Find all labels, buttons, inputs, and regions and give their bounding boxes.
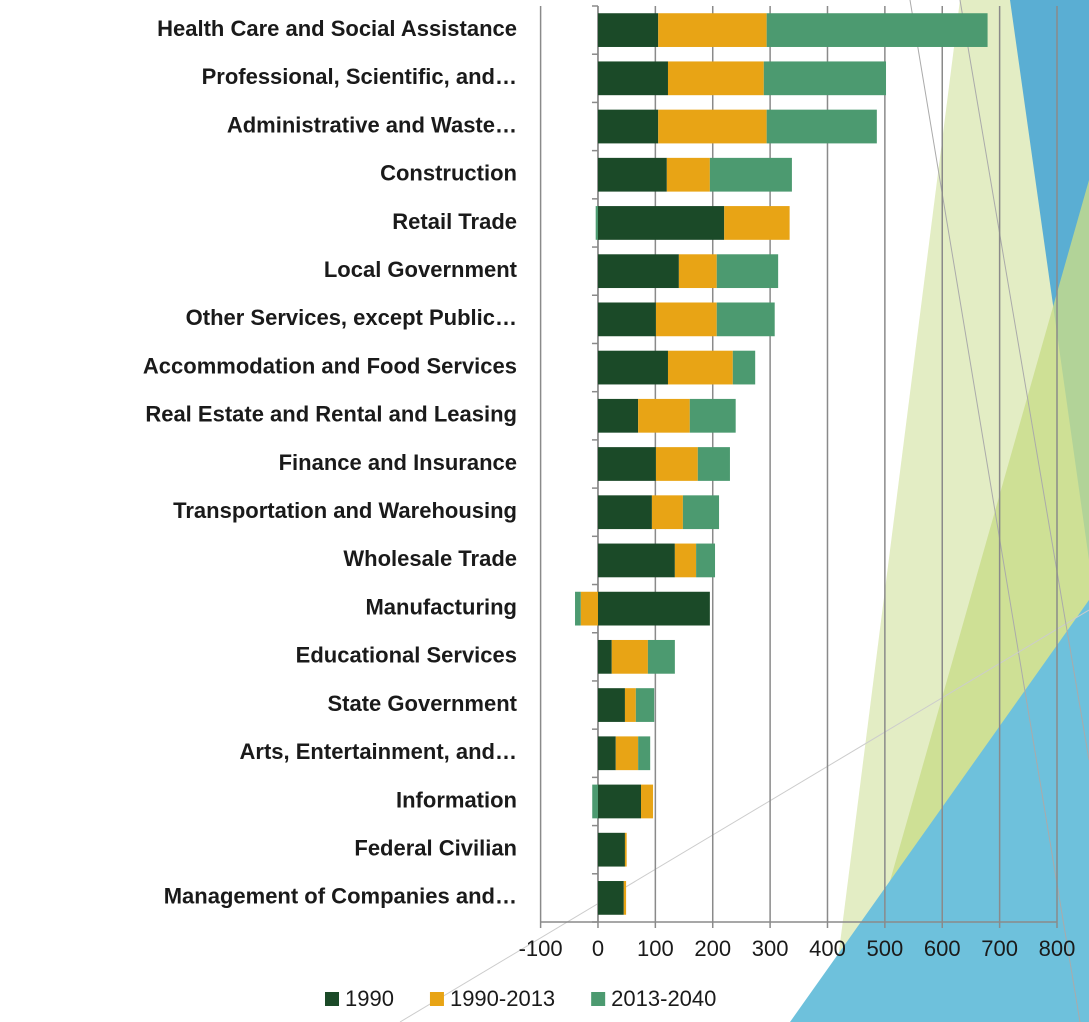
bar-segment: [709, 157, 792, 192]
bar-segment: [597, 832, 625, 867]
bar-segment: [647, 639, 675, 674]
x-tick-label: 500: [867, 936, 904, 961]
bar-segment: [597, 881, 624, 915]
bar-segment: [732, 350, 756, 385]
y-tick-label: Retail Trade: [392, 209, 517, 234]
y-tick-label: Arts, Entertainment, and…: [240, 739, 517, 764]
bar-segment: [597, 302, 656, 337]
bar-segment: [696, 543, 716, 578]
bar-segment: [615, 736, 639, 771]
bar-segment: [623, 881, 627, 915]
y-tick-label: Transportation and Warehousing: [173, 498, 517, 523]
bar-segment: [597, 13, 659, 47]
bar-segment: [635, 688, 655, 722]
y-tick-label: Accommodation and Food Services: [143, 353, 517, 378]
legend-label: 1990: [345, 986, 394, 1011]
y-tick-label: Management of Companies and…: [164, 884, 517, 909]
bar-segment: [766, 109, 877, 144]
y-tick-label: Local Government: [324, 257, 518, 282]
bar-segment: [592, 784, 598, 819]
y-tick-label: Federal Civilian: [354, 835, 517, 860]
bar-segment: [638, 398, 690, 433]
y-tick-label: Finance and Insurance: [279, 450, 517, 475]
bar-segment: [655, 447, 698, 481]
bar-segment: [667, 61, 764, 96]
bar-segment: [597, 61, 668, 96]
bar-segment: [597, 784, 642, 819]
y-tick-label: Real Estate and Rental and Leasing: [145, 402, 517, 427]
x-tick-label: 600: [924, 936, 961, 961]
x-tick-label: 100: [637, 936, 674, 961]
y-tick-label: Wholesale Trade: [343, 546, 517, 571]
y-tick-label: Health Care and Social Assistance: [157, 16, 517, 41]
bar-segment: [597, 109, 659, 144]
bar-segment: [611, 639, 648, 674]
bar-segment: [763, 61, 887, 96]
y-tick-label: Manufacturing: [365, 594, 517, 619]
x-tick-label: 800: [1039, 936, 1076, 961]
y-tick-label: Other Services, except Public…: [186, 305, 517, 330]
bar-segment: [682, 495, 720, 530]
bar-segment: [597, 736, 616, 771]
bar-segment: [624, 832, 627, 867]
bar-segment: [658, 13, 767, 47]
legend-swatch: [591, 992, 606, 1006]
bar-segment: [651, 495, 683, 530]
background-decoration: [399, 0, 1089, 1022]
bar-segment: [658, 109, 767, 144]
x-tick-label: 200: [694, 936, 731, 961]
bar-segment: [580, 591, 598, 626]
bar-segment: [689, 398, 736, 433]
y-tick-label: Administrative and Waste…: [227, 112, 517, 137]
bar-segment: [597, 206, 725, 240]
bar-segment: [597, 639, 612, 674]
x-tick-label: 700: [981, 936, 1018, 961]
x-tick-label: 300: [752, 936, 789, 961]
bar-segment: [597, 543, 675, 578]
y-tick-label: State Government: [328, 691, 518, 716]
x-tick-label: 0: [592, 936, 604, 961]
x-tick-label: -100: [519, 936, 563, 961]
bar-segment: [597, 254, 679, 289]
bar-segment: [674, 543, 697, 578]
y-tick-label: Construction: [380, 161, 517, 186]
bar-segment: [595, 206, 598, 240]
bar-segment: [597, 398, 639, 433]
bar-segment: [638, 736, 651, 771]
bar-segment: [597, 495, 652, 530]
bar-segment: [597, 350, 668, 385]
bar-segment: [597, 591, 710, 626]
bar-segment: [597, 157, 667, 192]
bar-segment: [766, 13, 988, 47]
bar-segment: [724, 206, 790, 240]
bar-segment: [597, 688, 625, 722]
bar-segment: [666, 157, 710, 192]
y-tick-label: Educational Services: [296, 643, 517, 668]
legend-label: 2013-2040: [611, 986, 716, 1011]
legend-swatch: [325, 992, 339, 1006]
legend-label: 1990-2013: [450, 986, 555, 1011]
bar-segment: [655, 302, 717, 337]
bar-segment: [678, 254, 717, 289]
bar-segment: [716, 302, 775, 337]
bar-segment: [697, 447, 730, 481]
bar-segment: [597, 447, 656, 481]
legend-swatch: [429, 992, 444, 1006]
x-tick-label: 400: [809, 936, 846, 961]
bar-segment: [641, 784, 654, 819]
y-tick-label: Professional, Scientific, and…: [202, 64, 517, 89]
y-tick-label: Information: [396, 787, 517, 812]
bar-segment: [716, 254, 779, 289]
bar-segment: [667, 350, 733, 385]
bar-segment: [624, 688, 636, 722]
bar-segment: [575, 591, 581, 626]
